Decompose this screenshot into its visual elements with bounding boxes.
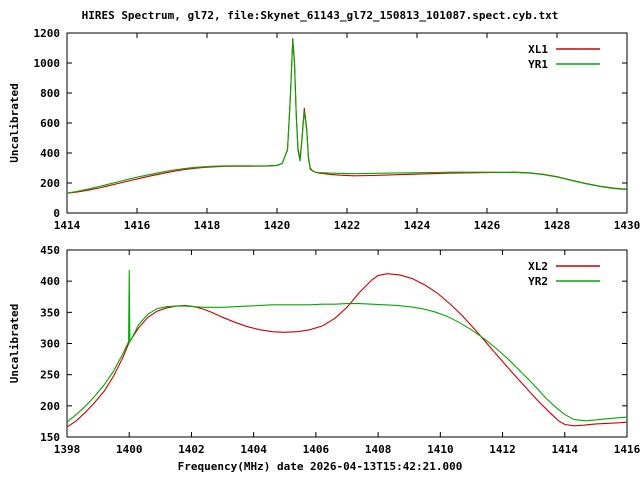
x-tick-label: 1428 bbox=[544, 219, 571, 232]
x-tick-label: 1410 bbox=[427, 443, 454, 456]
x-tick-label: 1422 bbox=[334, 219, 361, 232]
series-line-XL2 bbox=[66, 273, 628, 428]
y-tick-label: 800 bbox=[40, 87, 60, 100]
y-axis-label: Uncalibrated bbox=[8, 83, 21, 162]
y-tick-label: 1000 bbox=[34, 57, 61, 70]
y-tick-label: 200 bbox=[40, 400, 60, 413]
y-tick-label: 300 bbox=[40, 338, 60, 351]
y-tick-label: 1200 bbox=[34, 27, 61, 40]
legend-label-XL1: XL1 bbox=[528, 43, 548, 56]
panel-bottom: 1398 1400 1402 1404 1406 1408 1410 1412 1414 1416… bbox=[8, 244, 640, 456]
x-tick-label: 1418 bbox=[194, 219, 221, 232]
x-tick-label: 1420 bbox=[264, 219, 291, 232]
x-tick-label: 1426 bbox=[474, 219, 501, 232]
x-axis-caption: Frequency(MHz) date 2026-04-13T15:42:21.… bbox=[177, 460, 463, 473]
y-tick-label: 250 bbox=[40, 369, 60, 382]
x-tick-label: 1408 bbox=[365, 443, 392, 456]
x-tick-label: 1400 bbox=[116, 443, 143, 456]
x-tick-label: 1404 bbox=[240, 443, 267, 456]
y-tick-label: 350 bbox=[40, 306, 60, 319]
x-tick-label: 1416 bbox=[124, 219, 151, 232]
x-tick-label: 1430 bbox=[614, 219, 640, 232]
y-tick-label: 400 bbox=[40, 147, 60, 160]
x-tick-label: 1402 bbox=[178, 443, 205, 456]
y-axis-label: Uncalibrated bbox=[8, 304, 21, 383]
x-tick-label: 1414 bbox=[54, 219, 81, 232]
y-tick-label: 400 bbox=[40, 275, 60, 288]
y-tick-label: 0 bbox=[53, 207, 60, 220]
y-tick-label: 600 bbox=[40, 117, 60, 130]
series-line-YR2 bbox=[66, 269, 628, 423]
x-tick-label: 1398 bbox=[54, 443, 81, 456]
page-title: HIRES Spectrum, gl72, file:Skynet_61143_… bbox=[81, 9, 559, 22]
series-line-YR1 bbox=[66, 40, 628, 194]
y-tick-label: 150 bbox=[40, 431, 60, 444]
x-tick-label: 1412 bbox=[489, 443, 516, 456]
legend-label-XL2: XL2 bbox=[528, 260, 548, 273]
x-tick-label: 1424 bbox=[404, 219, 431, 232]
legend-label-YR1: YR1 bbox=[528, 58, 548, 71]
x-tick-label: 1416 bbox=[614, 443, 640, 456]
legend-label-YR2: YR2 bbox=[528, 275, 548, 288]
x-tick-label: 1406 bbox=[303, 443, 330, 456]
y-tick-label: 450 bbox=[40, 244, 60, 257]
x-tick-label: 1414 bbox=[552, 443, 579, 456]
y-tick-label: 200 bbox=[40, 177, 60, 190]
panel-top: 1414 1416 1418 1420 1422 1424 1426 1428 1430 0 200… bbox=[8, 27, 640, 232]
